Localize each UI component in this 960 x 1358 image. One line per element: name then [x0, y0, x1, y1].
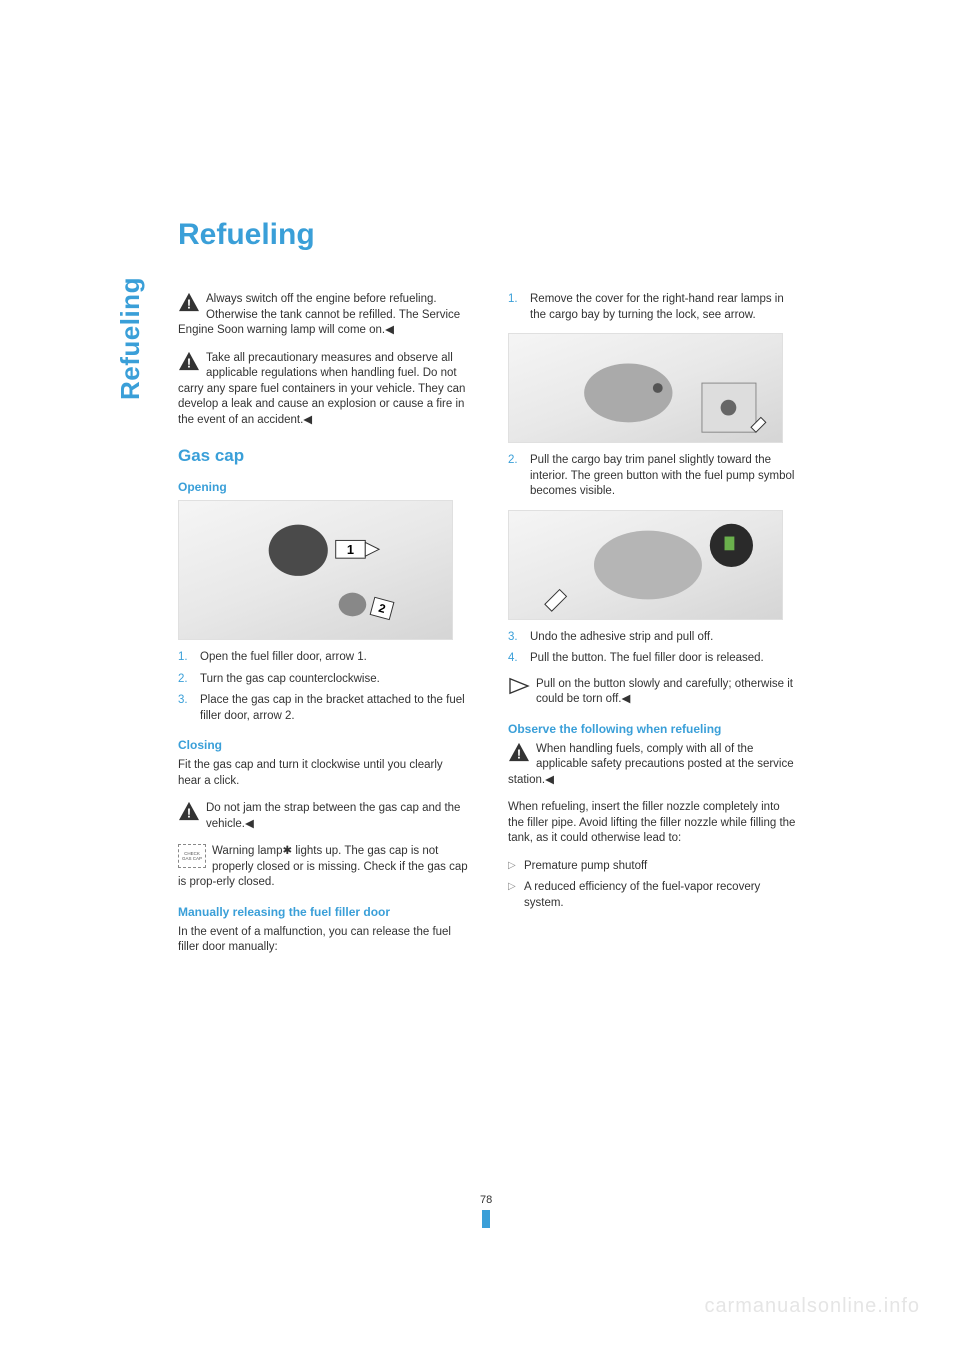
closing-heading: Closing [178, 738, 468, 752]
cargo-bay-cover-image [508, 333, 783, 443]
list-item: 1.Remove the cover for the right-hand re… [508, 292, 798, 323]
warning-text-2: Take all precautionary measures and obse… [178, 352, 465, 426]
svg-text:!: ! [187, 355, 191, 370]
list-item: 2.Pull the cargo bay trim panel slightly… [508, 453, 798, 500]
warning-triangle-icon: ! [508, 742, 530, 762]
closing-warning-text: Do not jam the strap between the gas cap… [206, 802, 460, 830]
check-gas-cap-text: Warning lamp✱ lights up. The gas cap is … [178, 845, 468, 888]
manual-steps-list-3: 3.Undo the adhesive strip and pull off. … [508, 630, 798, 667]
warning-triangle-icon: ! [178, 351, 200, 371]
list-item: 1.Open the fuel filler door, arrow 1. [178, 650, 468, 666]
right-column: 1.Remove the cover for the right-hand re… [508, 292, 798, 968]
gas-cap-illustration-icon: 1 2 [179, 501, 452, 639]
page-title: Refueling [178, 218, 798, 252]
check-gas-cap-para: CHECK GAS CAP Warning lamp✱ lights up. T… [178, 844, 468, 891]
warning-text-1: Always switch off the engine before refu… [178, 293, 460, 336]
warning-para-1: ! Always switch off the engine before re… [178, 292, 468, 339]
cargo-cover-illustration-icon [509, 334, 782, 442]
observe-warning-text: When handling fuels, comply with all of … [508, 743, 794, 786]
opening-heading: Opening [178, 480, 468, 494]
manual-steps-list-1: 1.Remove the cover for the right-hand re… [508, 292, 798, 323]
observe-text: When refueling, insert the filler nozzle… [508, 800, 798, 847]
fuel-button-illustration-icon [509, 511, 782, 619]
svg-text:!: ! [187, 296, 191, 311]
list-item: 4.Pull the button. The fuel filler door … [508, 651, 798, 667]
manual-steps-list-2: 2.Pull the cargo bay trim panel slightly… [508, 453, 798, 500]
page-number: 78 [480, 1194, 492, 1228]
opening-steps-list: 1.Open the fuel filler door, arrow 1. 2.… [178, 650, 468, 724]
warning-triangle-icon: ! [178, 292, 200, 312]
page-number-bar-icon [482, 1210, 490, 1228]
observe-warning: ! When handling fuels, comply with all o… [508, 742, 798, 789]
closing-text: Fit the gas cap and turn it clockwise un… [178, 758, 468, 789]
list-item: 3.Undo the adhesive strip and pull off. [508, 630, 798, 646]
sidebar-section-title: Refueling [115, 277, 146, 400]
list-item: A reduced efficiency of the fuel-vapor r… [508, 880, 798, 911]
svg-text:1: 1 [347, 542, 354, 557]
observe-heading: Observe the following when refueling [508, 722, 798, 736]
note-triangle-icon [508, 677, 530, 695]
gas-cap-heading: Gas cap [178, 446, 468, 466]
fuel-button-image [508, 510, 783, 620]
column-container: ! Always switch off the engine before re… [178, 292, 798, 968]
note-text: Pull on the button slowly and carefully;… [536, 678, 793, 706]
watermark: carmanualsonline.info [704, 1295, 920, 1318]
observe-bullet-list: Premature pump shutoff A reduced efficie… [508, 859, 798, 912]
manual-release-text: In the event of a malfunction, you can r… [178, 925, 468, 956]
list-item: 3.Place the gas cap in the bracket attac… [178, 693, 468, 724]
warning-triangle-icon: ! [178, 801, 200, 821]
closing-warning: ! Do not jam the strap between the gas c… [178, 801, 468, 832]
manual-release-heading: Manually releasing the fuel filler door [178, 905, 468, 919]
check-gas-cap-icon: CHECK GAS CAP [178, 844, 206, 868]
svg-text:!: ! [517, 746, 521, 761]
left-column: ! Always switch off the engine before re… [178, 292, 468, 968]
page-content: Refueling ! Always switch off the engine… [178, 218, 798, 968]
warning-para-2: ! Take all precautionary measures and ob… [178, 351, 468, 429]
gas-cap-opening-image: 1 2 [178, 500, 453, 640]
list-item: Premature pump shutoff [508, 859, 798, 875]
list-item: 2.Turn the gas cap counterclockwise. [178, 672, 468, 688]
svg-text:!: ! [187, 806, 191, 821]
note-para: Pull on the button slowly and carefully;… [508, 677, 798, 708]
